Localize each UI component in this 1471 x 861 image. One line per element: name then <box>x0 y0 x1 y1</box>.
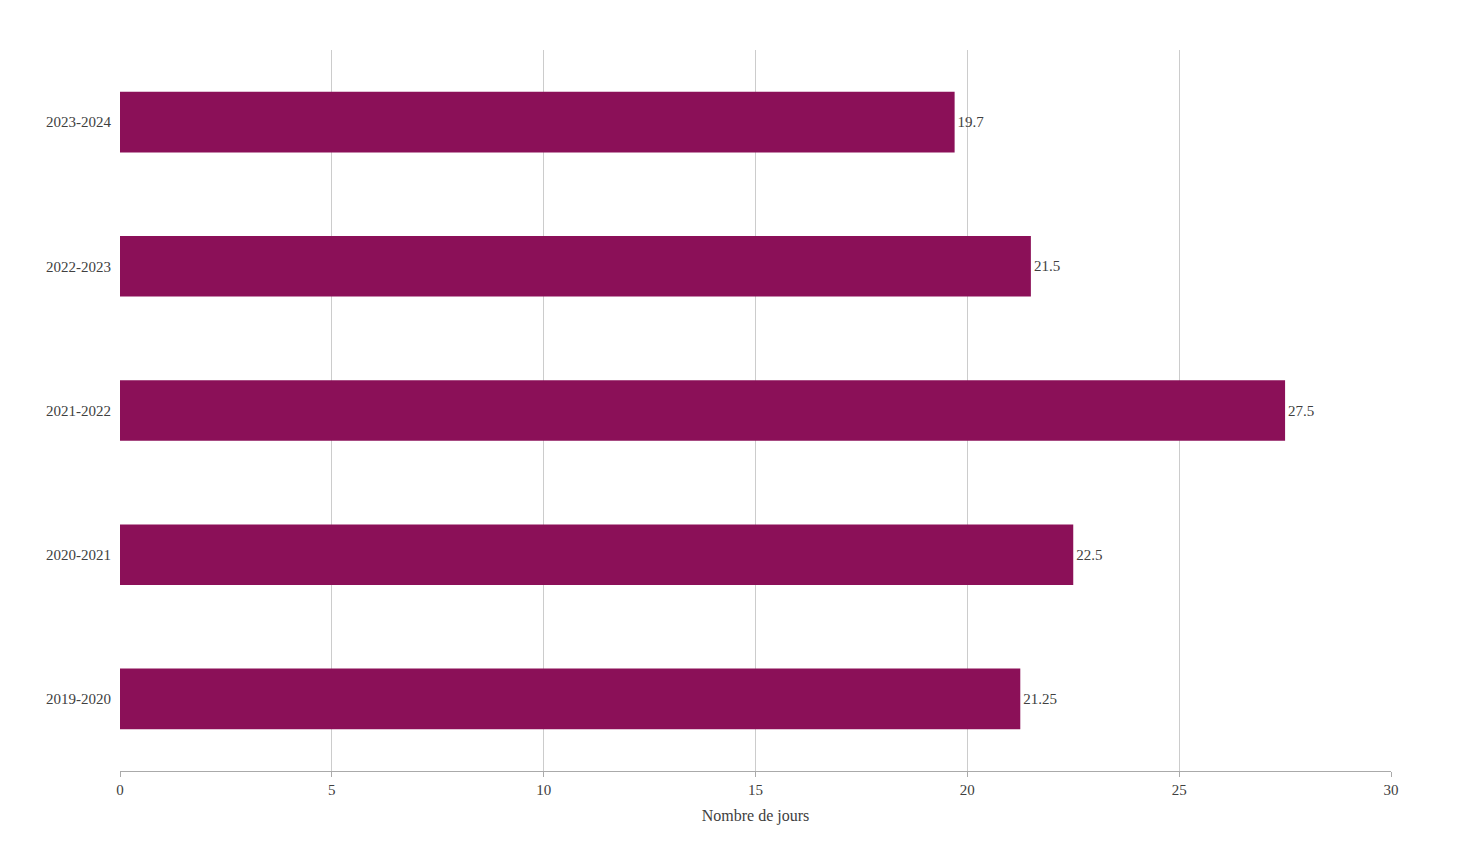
svg-text:27.5: 27.5 <box>1288 403 1314 419</box>
svg-text:25: 25 <box>1172 782 1187 798</box>
svg-text:19.7: 19.7 <box>958 114 985 130</box>
svg-text:30: 30 <box>1384 782 1399 798</box>
svg-text:15: 15 <box>748 782 763 798</box>
svg-text:21.25: 21.25 <box>1023 691 1057 707</box>
svg-text:0: 0 <box>116 782 124 798</box>
svg-text:5: 5 <box>328 782 336 798</box>
svg-text:2020-2021: 2020-2021 <box>46 547 111 563</box>
svg-text:20: 20 <box>960 782 975 798</box>
svg-text:2022-2023: 2022-2023 <box>46 259 111 275</box>
svg-text:Nombre de jours: Nombre de jours <box>702 807 810 825</box>
svg-text:2021-2022: 2021-2022 <box>46 403 111 419</box>
svg-text:2019-2020: 2019-2020 <box>46 691 111 707</box>
svg-text:21.5: 21.5 <box>1034 258 1060 274</box>
svg-text:10: 10 <box>536 782 551 798</box>
svg-text:2023-2024: 2023-2024 <box>46 114 111 130</box>
svg-text:22.5: 22.5 <box>1076 547 1102 563</box>
